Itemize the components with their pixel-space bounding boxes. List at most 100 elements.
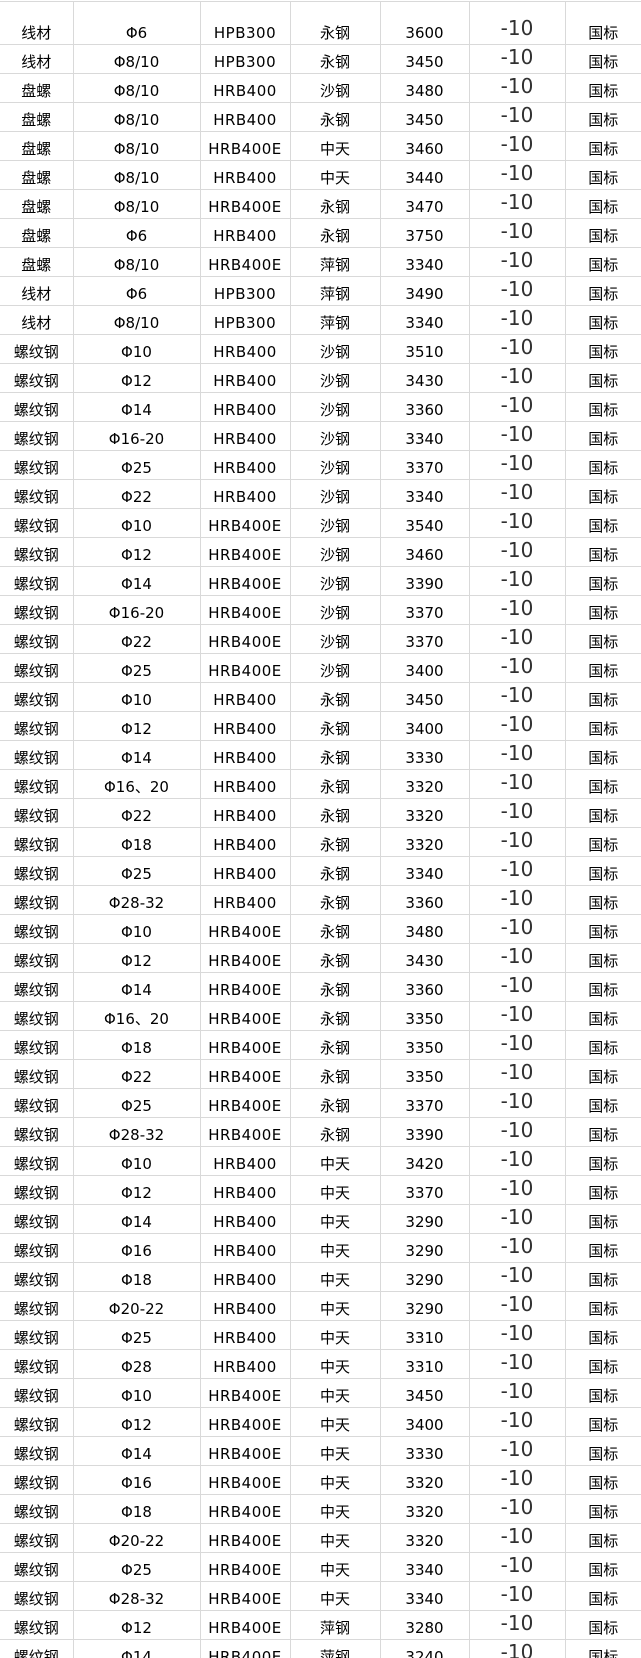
cell-price[interactable]: 3360 xyxy=(380,972,470,1002)
cell-price-change[interactable]: -10 xyxy=(469,1262,566,1292)
cell-product[interactable]: 螺纹钢 xyxy=(0,914,74,944)
cell-product[interactable]: 螺纹钢 xyxy=(0,508,74,538)
cell-price[interactable]: 3320 xyxy=(380,827,470,857)
cell-spec[interactable]: Φ28-32 xyxy=(73,885,201,915)
cell-price-change[interactable]: -10 xyxy=(469,682,566,712)
cell-grade[interactable]: HRB400 xyxy=(200,479,291,509)
cell-spec[interactable]: Φ8/10 xyxy=(73,247,201,277)
cell-grade[interactable]: HRB400 xyxy=(200,798,291,828)
cell-price-change[interactable]: -10 xyxy=(469,566,566,596)
cell-price[interactable]: 3540 xyxy=(380,508,470,538)
cell-product[interactable]: 线材 xyxy=(0,1,74,45)
cell-price[interactable]: 3440 xyxy=(380,160,470,190)
cell-standard[interactable]: 国标 xyxy=(565,972,641,1002)
cell-product[interactable]: 盘螺 xyxy=(0,218,74,248)
cell-spec[interactable]: Φ28-32 xyxy=(73,1581,201,1611)
cell-standard[interactable]: 国标 xyxy=(565,1407,641,1437)
cell-manufacturer[interactable]: 中天 xyxy=(290,1552,381,1582)
cell-standard[interactable]: 国标 xyxy=(565,421,641,451)
cell-spec[interactable]: Φ6 xyxy=(73,1,201,45)
cell-grade[interactable]: HRB400E xyxy=(200,1059,291,1089)
cell-price-change[interactable]: -10 xyxy=(469,1204,566,1234)
cell-product[interactable]: 螺纹钢 xyxy=(0,421,74,451)
cell-product[interactable]: 螺纹钢 xyxy=(0,1552,74,1582)
cell-price[interactable]: 3340 xyxy=(380,856,470,886)
cell-manufacturer[interactable]: 永钢 xyxy=(290,189,381,219)
cell-price-change[interactable]: -10 xyxy=(469,1552,566,1582)
cell-price-change[interactable]: -10 xyxy=(469,769,566,799)
cell-manufacturer[interactable]: 沙钢 xyxy=(290,450,381,480)
cell-standard[interactable]: 国标 xyxy=(565,73,641,103)
cell-standard[interactable]: 国标 xyxy=(565,1465,641,1495)
cell-price-change[interactable]: -10 xyxy=(469,1349,566,1379)
cell-price[interactable]: 3450 xyxy=(380,44,470,74)
cell-manufacturer[interactable]: 沙钢 xyxy=(290,624,381,654)
cell-grade[interactable]: HRB400 xyxy=(200,421,291,451)
cell-price-change[interactable]: -10 xyxy=(469,595,566,625)
cell-grade[interactable]: HPB300 xyxy=(200,1,291,45)
cell-manufacturer[interactable]: 萍钢 xyxy=(290,247,381,277)
cell-standard[interactable]: 国标 xyxy=(565,914,641,944)
cell-standard[interactable]: 国标 xyxy=(565,44,641,74)
cell-spec[interactable]: Φ8/10 xyxy=(73,44,201,74)
cell-standard[interactable]: 国标 xyxy=(565,1349,641,1379)
cell-grade[interactable]: HRB400 xyxy=(200,1204,291,1234)
cell-spec[interactable]: Φ25 xyxy=(73,1320,201,1350)
cell-grade[interactable]: HRB400E xyxy=(200,508,291,538)
cell-grade[interactable]: HRB400 xyxy=(200,1349,291,1379)
cell-price[interactable]: 3490 xyxy=(380,276,470,306)
cell-price[interactable]: 3320 xyxy=(380,798,470,828)
cell-price-change[interactable]: -10 xyxy=(469,392,566,422)
cell-standard[interactable]: 国标 xyxy=(565,189,641,219)
cell-spec[interactable]: Φ18 xyxy=(73,1494,201,1524)
cell-price[interactable]: 3310 xyxy=(380,1349,470,1379)
cell-spec[interactable]: Φ6 xyxy=(73,276,201,306)
cell-price-change[interactable]: -10 xyxy=(469,972,566,1002)
cell-standard[interactable]: 国标 xyxy=(565,102,641,132)
cell-grade[interactable]: HRB400E xyxy=(200,595,291,625)
cell-grade[interactable]: HRB400E xyxy=(200,1117,291,1147)
cell-manufacturer[interactable]: 沙钢 xyxy=(290,566,381,596)
cell-grade[interactable]: HRB400E xyxy=(200,1639,291,1658)
cell-price[interactable]: 3430 xyxy=(380,363,470,393)
cell-spec[interactable]: Φ10 xyxy=(73,1146,201,1176)
cell-manufacturer[interactable]: 中天 xyxy=(290,160,381,190)
cell-price[interactable]: 3370 xyxy=(380,1175,470,1205)
cell-standard[interactable]: 国标 xyxy=(565,131,641,161)
cell-grade[interactable]: HRB400E xyxy=(200,943,291,973)
cell-price-change[interactable]: -10 xyxy=(469,624,566,654)
cell-spec[interactable]: Φ18 xyxy=(73,827,201,857)
cell-manufacturer[interactable]: 中天 xyxy=(290,1465,381,1495)
cell-standard[interactable]: 国标 xyxy=(565,1117,641,1147)
cell-grade[interactable]: HRB400 xyxy=(200,160,291,190)
cell-standard[interactable]: 国标 xyxy=(565,885,641,915)
cell-price[interactable]: 3350 xyxy=(380,1001,470,1031)
cell-standard[interactable]: 国标 xyxy=(565,769,641,799)
cell-price-change[interactable]: -10 xyxy=(469,1610,566,1640)
cell-price-change[interactable]: -10 xyxy=(469,943,566,973)
cell-standard[interactable]: 国标 xyxy=(565,450,641,480)
cell-product[interactable]: 盘螺 xyxy=(0,131,74,161)
cell-price[interactable]: 3450 xyxy=(380,682,470,712)
cell-spec[interactable]: Φ12 xyxy=(73,943,201,973)
cell-price[interactable]: 3340 xyxy=(380,247,470,277)
cell-spec[interactable]: Φ16 xyxy=(73,1465,201,1495)
cell-grade[interactable]: HRB400E xyxy=(200,1523,291,1553)
cell-price-change[interactable]: -10 xyxy=(469,1001,566,1031)
cell-product[interactable]: 螺纹钢 xyxy=(0,1378,74,1408)
cell-product[interactable]: 盘螺 xyxy=(0,160,74,190)
cell-product[interactable]: 螺纹钢 xyxy=(0,1639,74,1658)
cell-product[interactable]: 螺纹钢 xyxy=(0,1088,74,1118)
cell-grade[interactable]: HRB400 xyxy=(200,334,291,364)
cell-grade[interactable]: HRB400E xyxy=(200,653,291,683)
cell-spec[interactable]: Φ25 xyxy=(73,1552,201,1582)
cell-manufacturer[interactable]: 永钢 xyxy=(290,1059,381,1089)
cell-spec[interactable]: Φ12 xyxy=(73,537,201,567)
cell-manufacturer[interactable]: 永钢 xyxy=(290,102,381,132)
cell-product[interactable]: 螺纹钢 xyxy=(0,740,74,770)
cell-standard[interactable]: 国标 xyxy=(565,827,641,857)
cell-manufacturer[interactable]: 永钢 xyxy=(290,740,381,770)
cell-grade[interactable]: HRB400E xyxy=(200,1552,291,1582)
cell-product[interactable]: 盘螺 xyxy=(0,102,74,132)
cell-manufacturer[interactable]: 永钢 xyxy=(290,1117,381,1147)
